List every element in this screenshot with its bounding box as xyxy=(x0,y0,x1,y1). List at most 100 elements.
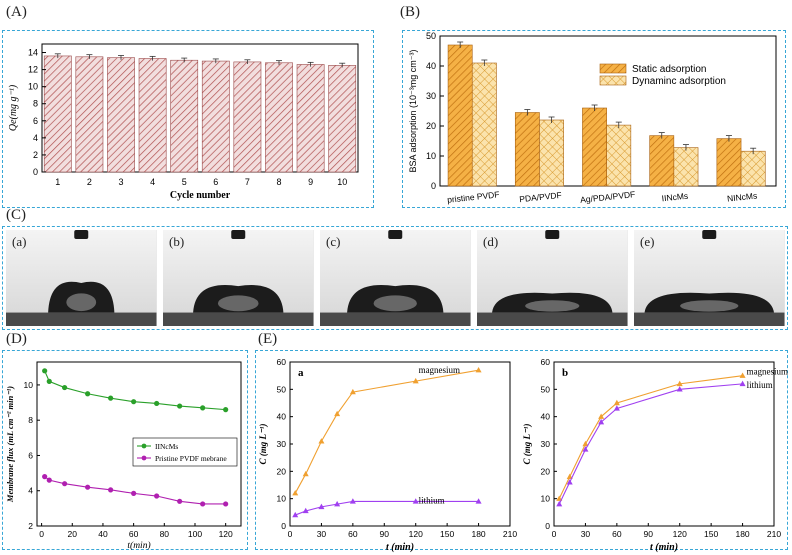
svg-eb-point xyxy=(613,399,620,406)
chart-b-xtick-label: IINcMs xyxy=(661,191,688,204)
svg-ea-point xyxy=(334,500,341,507)
svg-eb-xtick-label: 120 xyxy=(673,529,687,539)
chart-a-ytick-label: 4 xyxy=(33,133,38,143)
svg-ea-point xyxy=(349,498,356,504)
chart-a-ytick-label: 2 xyxy=(33,150,38,160)
svg-ea-ytick-label: 30 xyxy=(277,439,287,449)
svg-eb-point xyxy=(676,386,683,392)
svg-ea-point xyxy=(412,498,419,504)
svg-d-point xyxy=(131,399,137,405)
droplet-image xyxy=(6,230,157,326)
chart-a-ytick-label: 10 xyxy=(28,82,38,92)
panel-c-frame xyxy=(2,226,788,330)
chart-d-ylabel: Membrane flux (mL cm⁻² min⁻¹) xyxy=(5,386,15,503)
chart-a-xtick-label: 2 xyxy=(87,177,92,187)
contact-angle-photo: (c) xyxy=(320,230,471,326)
photo-label: (e) xyxy=(640,234,655,249)
chart-d-legend-label: Pristine PVDF mebrane xyxy=(155,454,227,463)
chart-d-legend-marker xyxy=(141,443,147,449)
chart-eb-xlabel: t (min) xyxy=(650,542,678,553)
chart-a-ytick-label: 0 xyxy=(33,167,38,177)
droplet-image xyxy=(320,230,471,326)
svg-ea-ytick-label: 20 xyxy=(277,466,287,476)
chart-a-bar xyxy=(233,61,262,173)
chart-b-ytick-label: 10 xyxy=(426,151,436,161)
droplet-highlight xyxy=(680,300,739,312)
photo-label: (a) xyxy=(12,234,27,249)
svg-ea-xtick-label: 0 xyxy=(288,529,293,539)
chart-b-ytick-label: 40 xyxy=(426,61,436,71)
needle xyxy=(702,230,717,239)
chart-a-xtick-label: 9 xyxy=(308,177,313,187)
chart-b-legend-label: Dynaminc adsorption xyxy=(632,76,726,87)
needle xyxy=(74,230,89,239)
chart-a-bar xyxy=(201,60,230,173)
droplet-highlight xyxy=(525,300,580,312)
svg-eb-point xyxy=(739,380,746,387)
chart-a-xtick-label: 10 xyxy=(337,177,347,187)
contact-angle-photo: (a) xyxy=(6,230,157,326)
chart-b-bar xyxy=(471,62,497,187)
svg-d-point xyxy=(62,384,68,391)
chart-b-bar xyxy=(649,135,675,187)
svg-eb-series-line xyxy=(558,375,743,499)
svg-ea-xtick-label: 60 xyxy=(348,529,358,539)
chart-d-legend-box xyxy=(132,437,238,467)
svg-d-point xyxy=(46,378,52,384)
svg-ea-ytick-label: 40 xyxy=(277,412,287,422)
chart-eb-series-label: magnesium xyxy=(747,367,789,377)
svg-ea-xtick-label: 150 xyxy=(440,529,454,539)
photo-label: (b) xyxy=(169,234,185,249)
chart-d-xlabel: t(min) xyxy=(127,540,150,551)
svg-d-point xyxy=(42,474,48,480)
svg-d-point xyxy=(223,501,229,507)
svg-eb-point xyxy=(566,473,573,479)
chart-b-ytick-label: 0 xyxy=(431,181,436,191)
svg-d-point xyxy=(154,400,160,407)
svg-ea-ytick-label: 50 xyxy=(277,384,287,394)
svg-d-point xyxy=(85,391,91,397)
svg-d-xtick-label: 40 xyxy=(98,529,108,539)
chart-a-bar xyxy=(43,55,72,173)
droplet-image xyxy=(477,230,628,326)
chart-ea-xlabel: t (min) xyxy=(386,542,414,553)
svg-d-point xyxy=(154,493,160,499)
svg-eb-ytick-label: 50 xyxy=(541,384,551,394)
droplet-highlight xyxy=(66,293,97,312)
chart-b-bar xyxy=(716,138,742,187)
svg-eb-point xyxy=(598,413,605,419)
svg-eb-ytick-label: 40 xyxy=(541,412,551,422)
svg-d-ytick-label: 8 xyxy=(28,415,33,425)
svg-eb-xtick-label: 30 xyxy=(581,529,591,539)
chart-a-xlabel: Cycle number xyxy=(170,190,231,201)
chart-a-xtick-label: 1 xyxy=(55,177,60,187)
chart-a-xtick-label: 3 xyxy=(118,177,123,187)
svg-eb-xtick-label: 60 xyxy=(612,529,622,539)
chart-b-bar xyxy=(539,119,564,187)
chart-eb-series-label: lithium xyxy=(747,380,773,390)
chart-e-b: 0 30 60 90 120 150 180 210 0 10 20 30 40 50 60 t (min) C… xyxy=(522,357,788,553)
svg-ea-point xyxy=(349,388,356,395)
chart-a-bar xyxy=(265,62,293,173)
svg-d-point xyxy=(46,477,52,483)
svg-d-ytick-label: 4 xyxy=(28,486,33,496)
panel-label-b: (B) xyxy=(400,4,420,20)
photo-label: (c) xyxy=(326,234,341,249)
svg-d-ytick-label: 6 xyxy=(28,450,33,460)
chart-d-legend-label: IINcMs xyxy=(155,442,178,451)
svg-ea-xtick-label: 210 xyxy=(503,529,517,539)
svg-eb-point xyxy=(739,372,746,378)
substrate xyxy=(6,312,157,326)
chart-a-xtick-label: 8 xyxy=(276,177,281,187)
svg-ea-xtick-label: 90 xyxy=(380,529,390,539)
droplet-highlight xyxy=(373,295,417,312)
svg-ea-ytick-label: 60 xyxy=(277,357,287,367)
svg-ea-point xyxy=(302,470,309,477)
droplet-highlight xyxy=(217,295,259,312)
panel-label-c: (C) xyxy=(6,207,26,223)
svg-eb-xtick-label: 150 xyxy=(704,529,718,539)
panel-b-frame xyxy=(402,30,786,208)
svg-eb-xtick-label: 0 xyxy=(552,529,557,539)
chart-b-bar xyxy=(673,147,699,187)
